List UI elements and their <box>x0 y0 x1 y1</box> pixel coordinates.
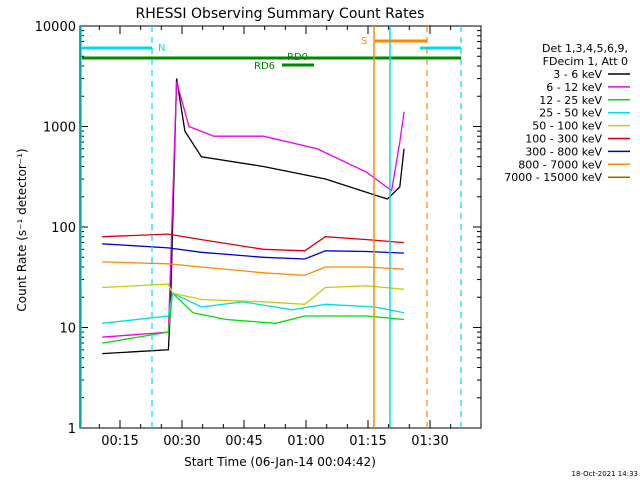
x-axis-label: Start Time (06-Jan-14 00:04:42) <box>184 455 376 469</box>
legend-label: 100 - 300 keV <box>525 133 602 146</box>
series-line-1 <box>102 81 405 338</box>
legend-label: 7000 - 15000 keV <box>504 171 602 184</box>
y-tick-label: 100 <box>51 221 76 236</box>
n-label: N <box>158 43 165 54</box>
rd0-label: RD0 <box>287 52 308 63</box>
footer-date: 18-Oct-2021 14:33 <box>572 470 638 478</box>
legend-header-1: Det 1,3,4,5,6,9, <box>542 42 628 55</box>
series-line-3 <box>102 292 405 324</box>
annotation-layer: N RD0 RD6 S <box>80 26 462 428</box>
y-tick-label: 1 <box>68 422 76 437</box>
rd6-label: RD6 <box>254 61 275 72</box>
y-axis-label: Count Rate (s⁻¹ detector⁻¹) <box>15 148 29 311</box>
legend-label: 50 - 100 keV <box>532 120 602 133</box>
legend-label: 800 - 7000 keV <box>518 158 602 171</box>
x-tick-label: 00:45 <box>225 434 262 449</box>
legend-label: 12 - 25 keV <box>539 94 602 107</box>
legend-label: 3 - 6 keV <box>553 68 602 81</box>
y-tick-label: 1000 <box>43 121 76 136</box>
x-tick-label: 01:15 <box>349 434 386 449</box>
x-tick-label: 00:15 <box>101 434 138 449</box>
series-line-0 <box>102 78 405 355</box>
chart-title: RHESSI Observing Summary Count Rates <box>136 6 425 22</box>
legend: Det 1,3,4,5,6,9, FDecim 1, Att 0 3 - 6 k… <box>504 42 630 184</box>
x-tick-label: 01:00 <box>287 434 324 449</box>
x-tick-label: 01:30 <box>411 434 448 449</box>
series-line-2 <box>102 291 405 344</box>
series-layer <box>102 78 405 355</box>
x-axis-ticks: 00:15 00:30 00:45 01:00 01:15 01:30 <box>98 26 452 449</box>
series-line-5 <box>102 233 405 252</box>
y-tick-label: 10 <box>59 322 76 337</box>
series-line-4 <box>102 283 405 305</box>
series-line-7 <box>102 261 405 277</box>
x-tick-label: 00:30 <box>163 434 200 449</box>
legend-label: 300 - 800 keV <box>525 145 602 158</box>
legend-label: 25 - 50 keV <box>539 107 602 120</box>
legend-header-2: FDecim 1, Att 0 <box>543 55 628 68</box>
series-line-6 <box>102 243 405 260</box>
legend-label: 6 - 12 keV <box>546 81 602 94</box>
y-tick-label: 10000 <box>35 20 76 35</box>
y-axis-ticks: 1 10 100 1000 10000 <box>35 20 481 437</box>
s-label: S <box>361 36 367 47</box>
plot-frame <box>79 25 482 429</box>
